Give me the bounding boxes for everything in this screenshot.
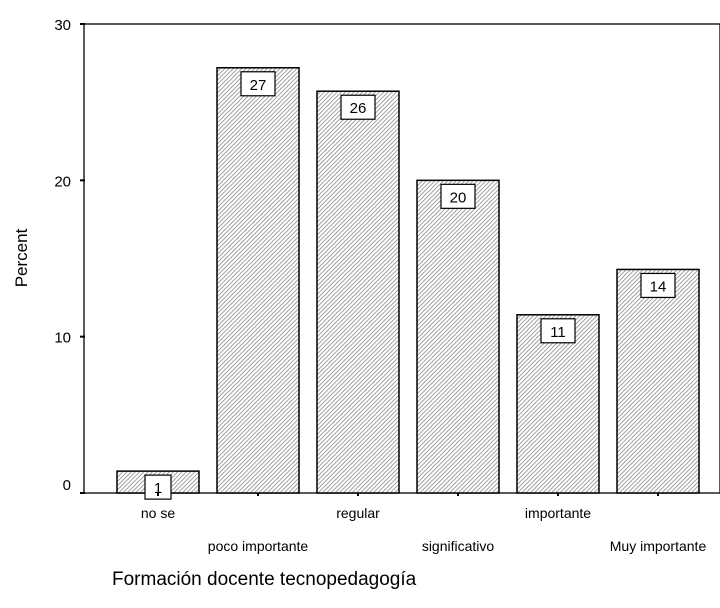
- x-axis-label: Formación docente tecnopedagogía: [112, 569, 417, 590]
- x-tick-label: regular: [336, 505, 380, 521]
- y-tick-label: 10: [54, 330, 71, 347]
- bar: [416, 179, 500, 494]
- data-label-box: [440, 183, 476, 209]
- data-label: 20: [450, 189, 467, 206]
- bar: [516, 314, 600, 494]
- data-label: 27: [250, 77, 267, 94]
- y-tick-label: 30: [54, 17, 71, 34]
- bar: [216, 67, 300, 494]
- y-tick-label: 20: [54, 173, 71, 190]
- x-tick-label: Muy importante: [610, 538, 707, 554]
- x-tick-label: significativo: [422, 538, 495, 554]
- x-tick-label: no se: [141, 505, 175, 521]
- x-axis: no se poco importante regular significativo…: [141, 493, 707, 554]
- y-tick-label: 0: [63, 477, 71, 494]
- y-axis: 0 10 20 30: [54, 17, 85, 494]
- data-label-box: [240, 71, 276, 97]
- bar: [616, 268, 700, 494]
- x-tick-label: poco importante: [208, 538, 309, 554]
- data-label: 11: [550, 324, 566, 341]
- data-label-box: [340, 94, 376, 120]
- y-axis-label: Percent: [12, 228, 31, 287]
- data-label: 14: [650, 278, 667, 295]
- data-label: 1: [154, 480, 162, 497]
- data-label: 26: [350, 100, 367, 117]
- data-label-box: [540, 318, 576, 344]
- data-label-box: [640, 272, 676, 299]
- plot-frame: [83, 23, 720, 494]
- x-tick-label: importante: [525, 505, 591, 521]
- bar: [316, 90, 400, 494]
- bars-group: 1 27 26 20 11 14: [116, 67, 700, 500]
